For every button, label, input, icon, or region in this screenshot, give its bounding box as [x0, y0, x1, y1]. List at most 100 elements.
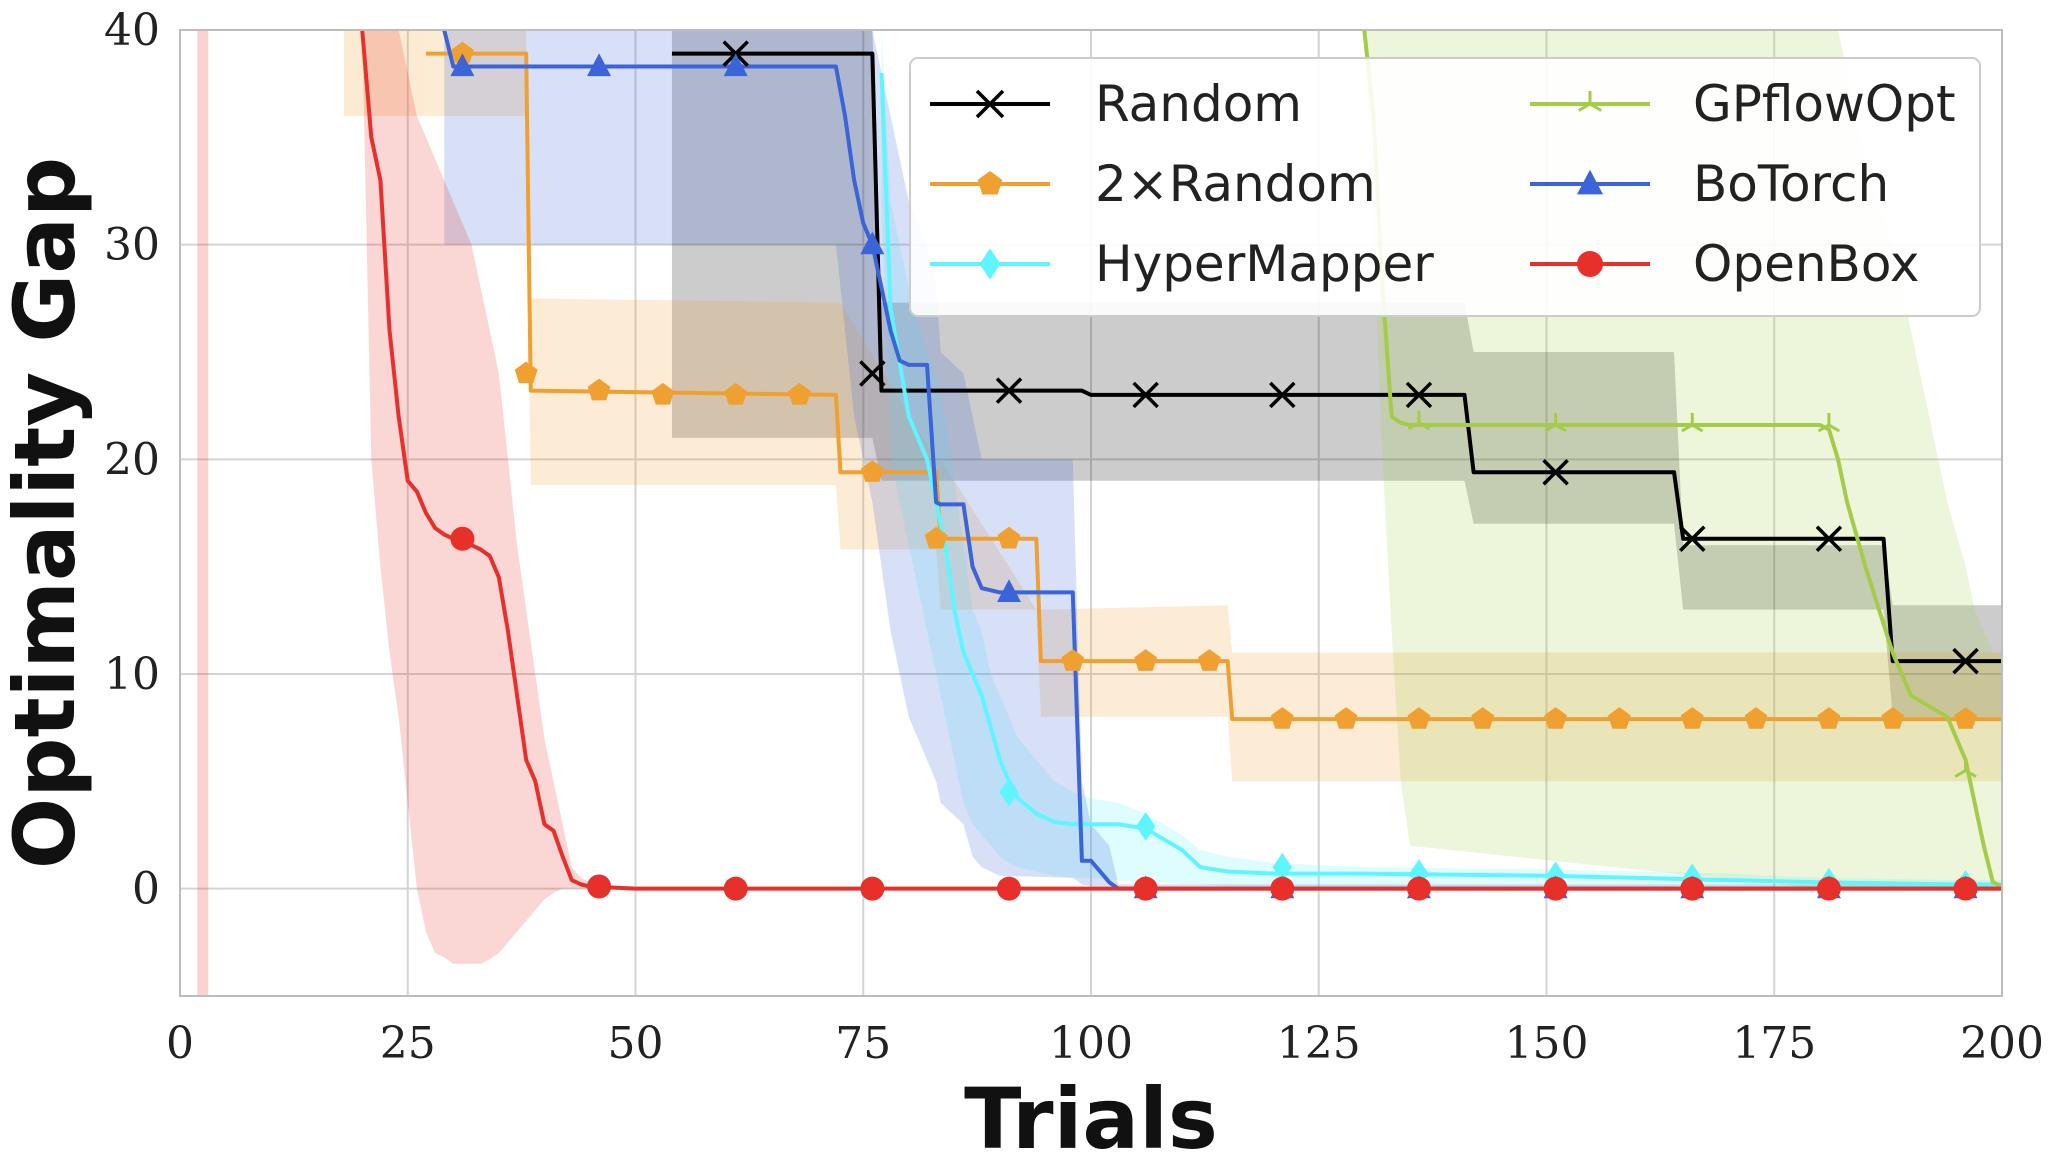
legend-label: OpenBox	[1693, 235, 1920, 293]
triangle-marker	[450, 53, 475, 77]
x-tick-label: 50	[608, 1018, 664, 1069]
triangle-marker	[860, 231, 885, 255]
confidence-band	[671, 30, 2003, 717]
x-marker	[1405, 381, 1433, 409]
tri-marker	[1954, 758, 1977, 778]
y-tick-label: 10	[104, 649, 160, 700]
legend-label: HyperMapper	[1095, 235, 1434, 293]
x-marker	[995, 377, 1023, 404]
pentagon-marker	[1270, 707, 1294, 729]
series-line	[1362, 29, 2003, 889]
legend-label: GPflowOpt	[1693, 75, 1956, 133]
confidence-band	[362, 30, 2003, 964]
circle-marker	[1543, 876, 1568, 901]
diamond-marker	[1136, 812, 1156, 841]
pentagon-marker	[587, 378, 611, 401]
pentagon-marker	[788, 382, 811, 405]
legend: Random 2×Random HyperMapper GPflowOpt BoTorc…	[909, 57, 1981, 317]
circle-marker	[1133, 876, 1158, 901]
x-marker	[1269, 381, 1296, 409]
pentagon-marker	[1954, 707, 1977, 729]
x-tick-label: 100	[1049, 1018, 1133, 1069]
x-marker	[1132, 381, 1159, 409]
pentagon-marker	[1334, 707, 1358, 729]
pentagon-marker	[450, 41, 474, 64]
legend-label: 2×Random	[1095, 155, 1376, 213]
x-tick-label: 175	[1732, 1018, 1816, 1069]
x-axis-title: Trials	[964, 1070, 1218, 1152]
pentagon-marker	[1134, 649, 1158, 671]
series-line	[879, 72, 2002, 887]
shade-band	[343, 30, 426, 116]
pentagon-marker	[1607, 707, 1631, 729]
series-line	[360, 29, 2002, 891]
x-tick-label: 25	[380, 1018, 436, 1069]
circle-marker	[1270, 876, 1295, 901]
plot-frame	[179, 29, 2003, 997]
legend-item: GPflowOpt	[1530, 75, 1956, 133]
pentagon-marker	[1471, 707, 1495, 729]
circle-marker	[1953, 876, 1978, 901]
x-tick-label: 200	[1960, 1018, 2044, 1069]
circle-marker	[587, 874, 612, 899]
pentagon-marker	[1680, 707, 1704, 729]
diamond-marker	[999, 777, 1019, 807]
pentagon-marker	[977, 171, 1003, 195]
legend-item: 2×Random	[930, 155, 1376, 213]
series-line	[442, 29, 2002, 891]
triangle-marker	[723, 53, 748, 77]
pentagon-marker	[1061, 649, 1085, 671]
circle-marker	[1577, 251, 1603, 277]
x-marker	[1679, 525, 1706, 552]
series-line	[671, 51, 2002, 664]
triangle-marker	[1577, 169, 1603, 195]
series-markers	[450, 40, 1979, 901]
x-tick-label: 150	[1505, 1018, 1589, 1069]
tri-marker	[1817, 412, 1841, 433]
legend-item: HyperMapper	[930, 235, 1434, 293]
y-tick-label: 0	[132, 864, 160, 915]
legend-item: Random	[930, 75, 1302, 133]
y-tick-labels: 0 10 20 30 40	[104, 5, 160, 915]
tri-marker	[1577, 91, 1603, 112]
confidence-band	[444, 30, 2003, 889]
pentagon-marker	[1544, 707, 1568, 729]
x-tick-labels: 0 25 50 75 100 125 150 175 200	[166, 1018, 2044, 1069]
tri-marker	[1544, 412, 1567, 433]
pentagon-marker	[924, 526, 948, 549]
tri-marker	[1681, 412, 1704, 433]
pentagon-marker	[1198, 649, 1221, 671]
legend-box	[909, 57, 1981, 317]
legend-item: BoTorch	[1530, 155, 1889, 213]
pentagon-marker	[724, 382, 748, 405]
y-tick-label: 40	[104, 5, 160, 56]
pentagon-marker	[651, 382, 675, 405]
circle-marker	[1680, 876, 1705, 901]
x-marker	[1542, 458, 1569, 486]
circle-marker	[450, 526, 475, 551]
pentagon-marker	[1744, 707, 1768, 729]
x-marker	[1952, 647, 1979, 675]
series-lines	[360, 29, 2003, 891]
y-tick-label: 30	[104, 220, 160, 271]
diamond-marker	[979, 248, 1001, 280]
legend-item: OpenBox	[1530, 235, 1920, 293]
y-tick-label: 20	[104, 434, 160, 485]
pentagon-marker	[1407, 707, 1431, 729]
legend-label: BoTorch	[1693, 155, 1889, 213]
circle-marker	[1406, 876, 1431, 901]
x-tick-label: 125	[1277, 1018, 1361, 1069]
confidence-band	[425, 30, 2003, 782]
x-tick-label: 0	[166, 1018, 194, 1069]
circle-marker	[860, 876, 885, 901]
circle-marker	[997, 876, 1022, 901]
confidence-band	[881, 30, 2002, 889]
legend-label: Random	[1095, 75, 1302, 133]
x-marker	[1815, 525, 1843, 552]
x-tick-label: 75	[835, 1018, 891, 1069]
triangle-marker	[997, 579, 1022, 603]
pentagon-marker	[997, 526, 1021, 549]
x-marker	[859, 360, 886, 387]
pentagon-marker	[860, 460, 884, 482]
